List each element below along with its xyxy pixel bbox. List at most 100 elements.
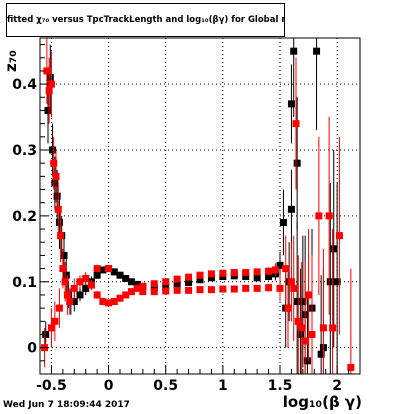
data-point [116,271,124,279]
data-point [93,271,101,279]
data-point [70,284,78,292]
data-point [62,271,70,279]
data-point [298,324,306,332]
data-point [133,284,141,292]
title-box: fitted χ₇₀ versus TpcTrackLength and log… [6,3,285,37]
data-point [162,283,170,291]
data-point [55,218,63,226]
data-point [265,267,273,275]
data-point [60,251,68,259]
x-axis-label: log₁₀(β γ) [283,393,362,411]
data-point [284,304,292,312]
data-point [301,337,309,345]
data-point [133,280,141,288]
data-point [63,291,71,299]
data-point [66,298,74,306]
data-point [276,284,284,292]
data-point [110,268,118,276]
data-point [265,272,273,280]
x-tick-label: 1.5 [268,378,293,394]
data-point [54,205,62,213]
data-point [253,274,261,282]
data-point [305,291,313,299]
data-series [41,38,355,374]
data-point [52,172,60,180]
data-point [242,269,250,277]
data-point [44,106,52,114]
data-point [87,281,95,289]
data-point [162,278,170,286]
data-point [185,278,193,286]
data-point [329,324,337,332]
data-point [150,284,158,292]
data-point [127,278,135,286]
data-point [46,74,54,82]
data-point [150,280,158,288]
x-tick-label: 0 [104,378,114,394]
data-point [290,284,298,292]
data-point [282,265,290,273]
data-point [57,232,65,240]
data-point [185,286,193,294]
data-point [110,298,118,306]
data-point [105,265,113,273]
y-tick-label: 0.4 [12,77,37,93]
data-point [105,299,113,307]
data-point [317,350,325,358]
x-tick-label: -0.5 [36,378,67,394]
data-point [51,179,59,187]
x-tick-label: 1 [218,378,228,394]
data-point [82,274,90,282]
data-point [139,288,147,296]
data-point [82,284,90,292]
data-point [59,265,67,273]
data-point [230,285,238,293]
data-point [207,286,215,294]
data-point [196,271,204,279]
data-point [196,286,204,294]
timestamp: Wed Jun 7 18:09:44 2017 [3,400,130,410]
data-point [50,159,58,167]
data-point [287,278,295,286]
data-point [333,278,341,286]
data-point [173,275,181,283]
data-point [47,80,55,88]
data-point [265,284,273,292]
y-tick-label: 0.2 [12,209,37,225]
data-point [93,265,101,273]
data-point [347,363,355,371]
y-tick-label: 0 [27,341,37,357]
data-point [253,284,261,292]
data-point [173,286,181,294]
data-point [335,232,343,240]
data-point [207,274,215,282]
y-axis-label: z₇₀ [2,50,20,72]
data-point [276,261,284,269]
data-point [303,357,311,365]
data-point [150,288,158,296]
data-point [242,284,250,292]
data-point [116,294,124,302]
data-point [139,282,147,290]
series-group [41,38,355,374]
data-point [287,100,295,108]
data-point [51,317,59,325]
data-point [127,288,135,296]
data-point [61,278,69,286]
y-tick-label: 0.3 [12,143,37,159]
data-point [70,298,78,306]
data-point [325,212,333,220]
data-point [299,298,307,306]
data-point [196,276,204,284]
data-point [326,278,334,286]
data-point [308,330,316,338]
data-point [162,287,170,295]
data-point [99,298,107,306]
data-point [271,266,279,274]
data-point [76,291,84,299]
x-tick-label: 0.5 [153,378,178,394]
data-point [293,298,301,306]
data-point [207,270,215,278]
data-point [93,291,101,299]
